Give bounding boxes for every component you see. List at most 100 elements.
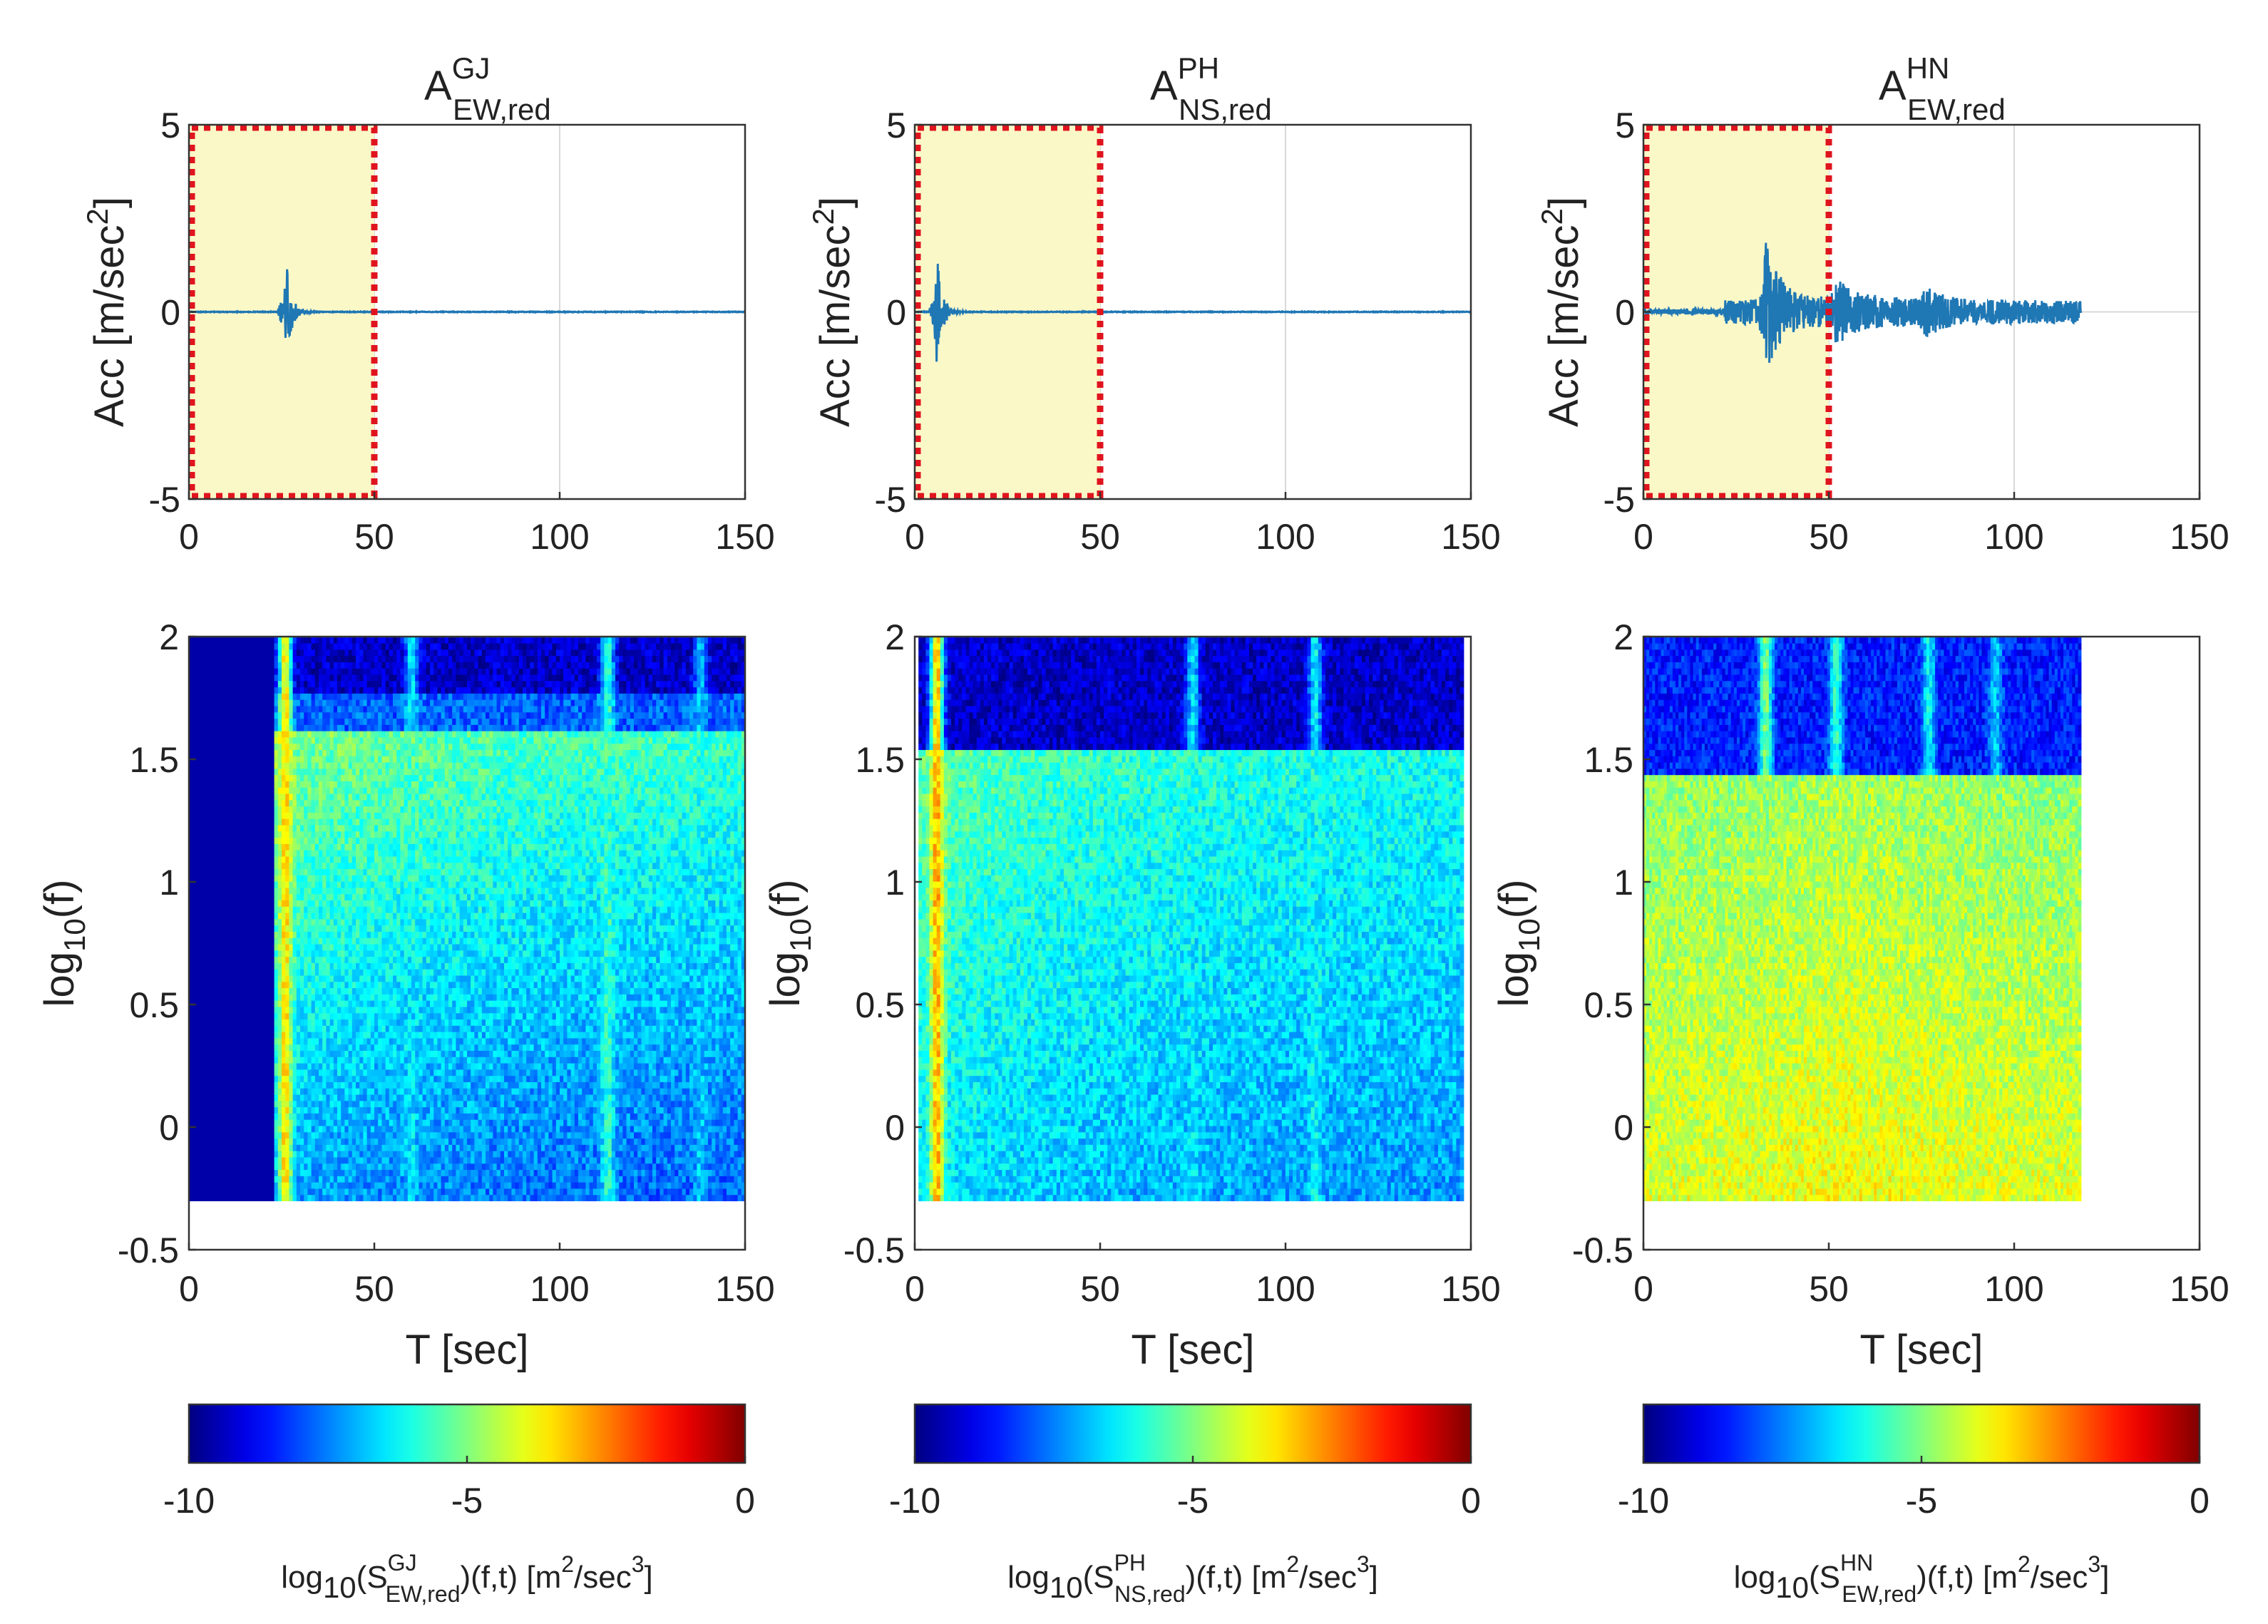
spectrogram-cell (293, 856, 297, 863)
spectrogram-cell (248, 724, 252, 731)
spectrogram-cell (263, 994, 267, 1001)
spectrogram-cell (278, 1101, 282, 1108)
spectrogram-cell (245, 1163, 249, 1170)
spectrogram-cell (278, 925, 282, 932)
spectrogram-cell (237, 749, 242, 756)
spectrogram-cell (278, 800, 282, 807)
spectrogram-cell (245, 1113, 249, 1120)
spectrogram-cell (270, 1007, 274, 1014)
spectrogram-cell (219, 724, 223, 731)
spectrogram-cell (267, 1119, 271, 1126)
spectrogram-cell (237, 1057, 242, 1064)
spectrogram-cell (263, 1163, 267, 1170)
spectrogram-cell (293, 837, 297, 844)
spectrogram-cell (219, 987, 223, 995)
spectrogram-cell (274, 825, 279, 832)
spectrogram-cell (274, 1057, 279, 1064)
spectrogram-cell (245, 793, 249, 801)
spectrogram-cell (252, 711, 256, 719)
spectrogram-cell (204, 1050, 208, 1057)
spectrogram-cell (245, 756, 249, 763)
spectrogram-cell (230, 825, 234, 832)
spectrogram-cell (226, 831, 230, 838)
spectrogram-cell (270, 1106, 274, 1114)
spectrogram-cell (204, 1132, 208, 1139)
spectrogram-cell (241, 862, 245, 869)
spectrogram-cell (260, 944, 264, 951)
spectrogram-cell (248, 1144, 252, 1151)
spectrogram-cell (293, 1169, 297, 1176)
spectrogram-cell (293, 862, 297, 869)
spectrogram-cell (289, 837, 293, 844)
spectrogram-cell (263, 1000, 267, 1007)
spectrogram-cell (193, 699, 197, 706)
spectrogram-cell (270, 1088, 274, 1095)
spectrogram-cell (233, 1057, 237, 1064)
spectrogram-cell (274, 906, 279, 913)
spectrogram-cell (267, 1000, 271, 1007)
spectrogram-cell (263, 987, 267, 995)
spectrogram-cell (278, 837, 282, 844)
spectrogram-cell (248, 1157, 252, 1164)
spectrogram-cell (193, 925, 197, 932)
spectrogram-cell (200, 975, 205, 982)
spectrogram-cell (293, 994, 297, 1001)
spectrogram-cell (252, 662, 256, 669)
spectrogram-cell (274, 1069, 279, 1076)
spectrogram-cell (256, 718, 260, 725)
spectrogram-cell (196, 913, 200, 920)
spectrogram-cell (237, 856, 242, 863)
spectrogram-cell (289, 868, 293, 875)
spectrogram-cell (219, 975, 223, 982)
spectrogram-cell (278, 1169, 282, 1176)
spectrogram-cell (237, 987, 242, 995)
spectrogram-cell (304, 1188, 308, 1196)
spectrogram-cell (300, 931, 304, 938)
spectrogram-cell (204, 662, 208, 669)
spectrogram-cell (263, 818, 267, 826)
spectrogram-cell (204, 837, 208, 844)
spectrogram-cell (241, 906, 245, 913)
spectrogram-cell (193, 1144, 197, 1151)
spectrogram-cell (282, 706, 286, 713)
spectrogram-cell (260, 868, 264, 875)
spectrogram-cell (260, 1088, 264, 1095)
spectrogram-cell (204, 643, 208, 650)
spectrogram-cell (289, 900, 293, 907)
spectrogram-cell (237, 756, 242, 763)
spectrogram-cell (297, 743, 301, 750)
y-tick-label: 5 (1615, 106, 1635, 145)
spectrogram-cell (245, 693, 249, 700)
spectrogram-cell (267, 1081, 271, 1089)
spectrogram-cell (204, 1194, 208, 1201)
spectrogram-cell (207, 875, 212, 882)
spectrogram-cell (207, 812, 212, 819)
spectrogram-cell (207, 906, 212, 913)
spectrogram-cell (222, 787, 227, 794)
spectrogram-cell (248, 793, 252, 801)
spectrogram-cell (278, 711, 282, 719)
spectrogram-cell (245, 950, 249, 957)
spectrogram-cell (297, 706, 301, 713)
spectrogram-cell (193, 837, 197, 844)
spectrogram-cell (196, 950, 200, 957)
spectrogram-cell (260, 1163, 264, 1170)
spectrogram-cell (267, 749, 271, 756)
spectrogram-cell (219, 793, 223, 801)
spectrogram-cell (256, 1101, 260, 1108)
spectrogram-cell (285, 1138, 289, 1145)
spectrogram-cell (285, 1025, 289, 1032)
spectrogram-cell (267, 769, 271, 776)
spectrogram-cell (245, 962, 249, 970)
spectrogram-cell (274, 913, 279, 920)
spectrogram-cell (248, 913, 252, 920)
spectrogram-cell (270, 1000, 274, 1007)
spectrogram-cell (215, 1069, 219, 1076)
spectrogram-cell (230, 1063, 234, 1070)
spectrogram-cell (260, 1007, 264, 1014)
spectrogram-cell (293, 699, 297, 706)
spectrogram-cell (207, 1138, 212, 1145)
spectrogram-cell (241, 743, 245, 750)
spectrogram-cell (289, 906, 293, 913)
spectrogram-cell (245, 1119, 249, 1126)
